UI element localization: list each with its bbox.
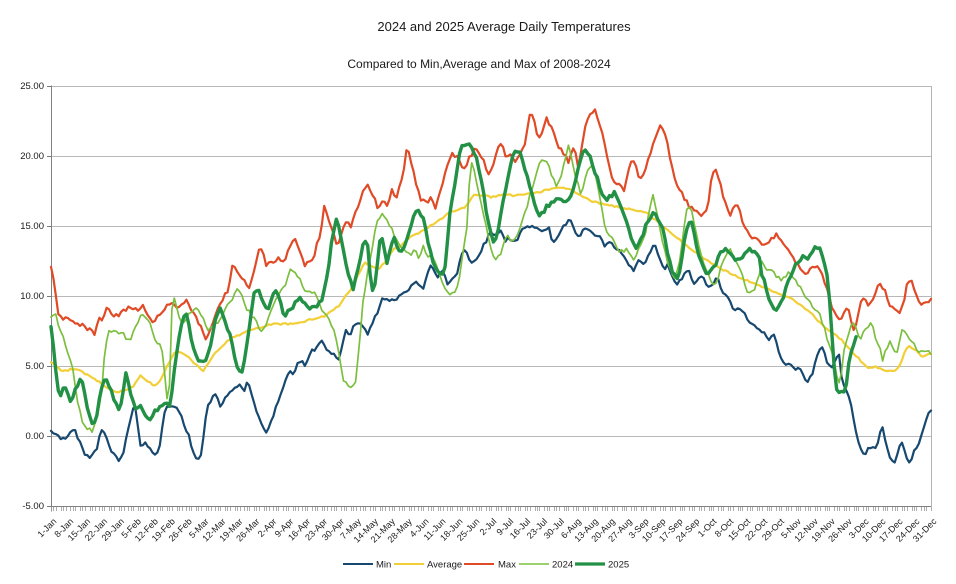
- svg-text:Max: Max: [498, 560, 516, 571]
- svg-text:0.00: 0.00: [26, 431, 45, 442]
- svg-text:10.00: 10.00: [20, 291, 44, 302]
- svg-text:2024: 2024: [552, 560, 573, 571]
- svg-text:Average: Average: [427, 560, 462, 571]
- svg-text:25.00: 25.00: [20, 81, 44, 92]
- svg-text:2024 and 2025 Average Daily Te: 2024 and 2025 Average Daily Temperatures: [377, 19, 631, 34]
- svg-text:20.00: 20.00: [20, 151, 44, 162]
- svg-text:2025: 2025: [608, 560, 629, 571]
- svg-text:Min: Min: [376, 560, 391, 571]
- svg-text:5.00: 5.00: [26, 361, 45, 372]
- svg-text:15.00: 15.00: [20, 221, 44, 232]
- svg-text:-5.00: -5.00: [22, 501, 44, 512]
- svg-text:Compared to Min,Average and Ma: Compared to Min,Average and Max of 2008-…: [347, 57, 611, 71]
